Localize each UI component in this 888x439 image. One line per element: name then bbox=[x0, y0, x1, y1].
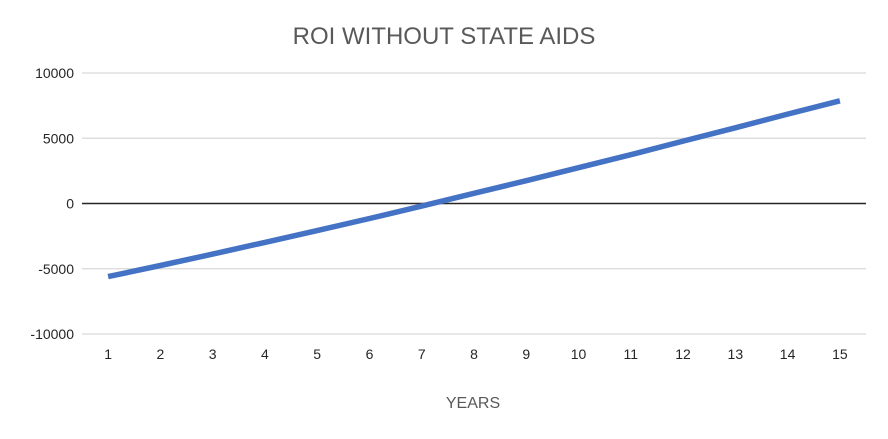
x-tick-label: 9 bbox=[522, 346, 530, 362]
x-tick-label: 4 bbox=[261, 346, 269, 362]
x-tick-label: 3 bbox=[209, 346, 217, 362]
x-tick-label: 14 bbox=[780, 346, 796, 362]
x-tick-label: 15 bbox=[832, 346, 848, 362]
x-tick-label: 2 bbox=[157, 346, 165, 362]
gridlines bbox=[82, 72, 866, 335]
x-axis-ticks: 1 2 3 4 5 6 7 8 9 10 11 12 13 14 15 bbox=[104, 346, 848, 362]
y-tick-label: 5000 bbox=[43, 130, 74, 146]
y-tick-label: -10000 bbox=[30, 326, 74, 342]
y-tick-label: 0 bbox=[66, 196, 74, 212]
x-tick-label: 1 bbox=[104, 346, 112, 362]
y-axis-ticks: 10000 5000 0 -5000 -10000 bbox=[30, 65, 74, 342]
series-layer bbox=[107, 98, 841, 280]
chart-title: ROI WITHOUT STATE AIDS bbox=[293, 23, 596, 50]
series-line bbox=[107, 98, 841, 280]
x-tick-label: 8 bbox=[470, 346, 478, 362]
x-tick-label: 11 bbox=[624, 346, 639, 362]
x-tick-label: 13 bbox=[728, 346, 744, 362]
x-tick-label: 6 bbox=[366, 346, 374, 362]
y-tick-label: -5000 bbox=[38, 261, 74, 277]
y-tick-label: 10000 bbox=[35, 65, 74, 81]
x-tick-label: 7 bbox=[418, 346, 426, 362]
x-axis-label: YEARS bbox=[446, 395, 500, 412]
x-tick-label: 10 bbox=[571, 346, 587, 362]
x-tick-label: 12 bbox=[675, 346, 691, 362]
x-tick-label: 5 bbox=[313, 346, 321, 362]
